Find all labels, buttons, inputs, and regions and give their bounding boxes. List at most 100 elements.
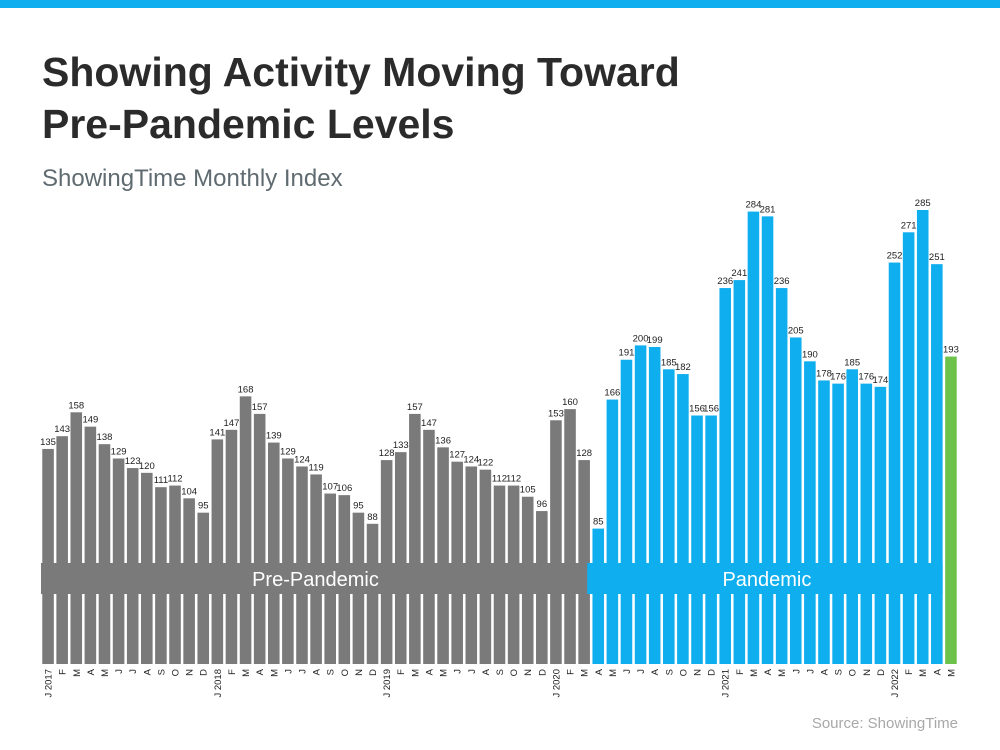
x-tick-label: F [58, 669, 69, 675]
x-tick-label: N [185, 669, 196, 676]
value-label: 141 [209, 427, 225, 438]
value-label: 156 [689, 403, 705, 414]
x-tick-label: D [368, 669, 379, 676]
bar [253, 413, 266, 664]
value-label: 139 [266, 431, 282, 442]
x-tick-label: A [481, 668, 492, 675]
x-tick-label: A [819, 668, 830, 675]
x-tick-label: M [580, 669, 591, 677]
value-label: 157 [407, 402, 423, 413]
x-tick-label: J 2020 [551, 669, 562, 698]
x-tick-label: A [932, 668, 943, 675]
x-tick-label: D [876, 669, 887, 676]
bar [931, 264, 943, 664]
x-tick-label: J 2017 [44, 669, 55, 698]
x-tick-label: O [171, 669, 182, 676]
value-label: 191 [619, 348, 635, 359]
value-label: 200 [633, 333, 649, 344]
value-label: 190 [802, 349, 818, 360]
bar [832, 383, 844, 664]
value-label: 105 [520, 485, 536, 496]
x-tick-label: D [707, 669, 718, 676]
bar [719, 288, 732, 664]
value-label: 136 [435, 435, 451, 446]
x-tick-label: M [410, 669, 421, 677]
value-label: 178 [816, 368, 832, 379]
value-label: 143 [54, 424, 70, 435]
value-label: 285 [915, 198, 931, 209]
bar [804, 361, 816, 664]
bar [620, 359, 633, 664]
x-tick-label: M [608, 669, 619, 677]
x-tick-label: S [834, 669, 845, 675]
bar [267, 442, 280, 664]
bar [98, 444, 111, 664]
x-tick-label: J 2019 [382, 669, 393, 698]
period-band [41, 563, 590, 594]
bar [663, 369, 675, 664]
value-label: 153 [548, 408, 564, 419]
bar [902, 232, 915, 664]
x-tick-label: M [72, 669, 83, 677]
value-label: 128 [379, 448, 395, 459]
value-label: 252 [887, 251, 903, 262]
bar [888, 262, 901, 664]
bar [550, 420, 562, 664]
value-label: 147 [421, 418, 437, 429]
x-tick-label: F [227, 669, 238, 675]
value-label: 199 [647, 335, 663, 346]
value-label: 176 [830, 372, 846, 383]
bar [112, 458, 125, 664]
x-tick-label: A [594, 668, 605, 675]
bar [380, 460, 393, 664]
bar [789, 337, 802, 664]
x-tick-label: N [862, 669, 873, 676]
bar [592, 528, 605, 664]
x-tick-label: J [128, 669, 139, 674]
x-tick-label: S [326, 669, 337, 675]
value-label: 182 [675, 362, 691, 373]
bar [282, 458, 294, 664]
value-label: 166 [604, 388, 620, 399]
x-tick-label: N [354, 669, 365, 676]
x-tick-label: F [396, 669, 407, 675]
value-label: 176 [858, 372, 874, 383]
bar [437, 447, 449, 664]
bar [747, 211, 760, 664]
value-label: 104 [181, 486, 197, 497]
bar [56, 436, 68, 664]
value-label: 129 [111, 447, 127, 458]
x-tick-label: J [297, 669, 308, 674]
value-label: 129 [280, 447, 296, 458]
x-tick-label: A [763, 668, 774, 675]
x-tick-label: S [156, 669, 167, 675]
value-label: 236 [774, 276, 790, 287]
x-tick-label: M [918, 669, 929, 677]
value-label: 111 [154, 475, 168, 486]
value-label: 88 [367, 512, 378, 523]
x-tick-label: S [664, 669, 675, 675]
value-label: 205 [788, 325, 804, 336]
x-tick-label: F [566, 669, 577, 675]
value-label: 128 [576, 448, 592, 459]
bar [211, 439, 224, 664]
bar [394, 452, 407, 664]
x-tick-label: M [749, 669, 760, 677]
bar [818, 380, 830, 664]
x-tick-label: F [735, 669, 746, 675]
value-label: 271 [901, 220, 917, 231]
bar [84, 426, 97, 664]
x-tick-label: J 2021 [721, 669, 732, 698]
value-label: 135 [40, 437, 56, 448]
value-label: 168 [238, 384, 254, 395]
value-label: 241 [731, 268, 747, 279]
bar [761, 216, 774, 664]
x-tick-label: D [199, 669, 210, 676]
value-label: 149 [82, 415, 98, 426]
bar [634, 345, 647, 664]
bar [916, 209, 929, 664]
x-tick-label: J [467, 669, 478, 674]
bar [564, 409, 576, 664]
x-tick-label: D [537, 669, 548, 676]
